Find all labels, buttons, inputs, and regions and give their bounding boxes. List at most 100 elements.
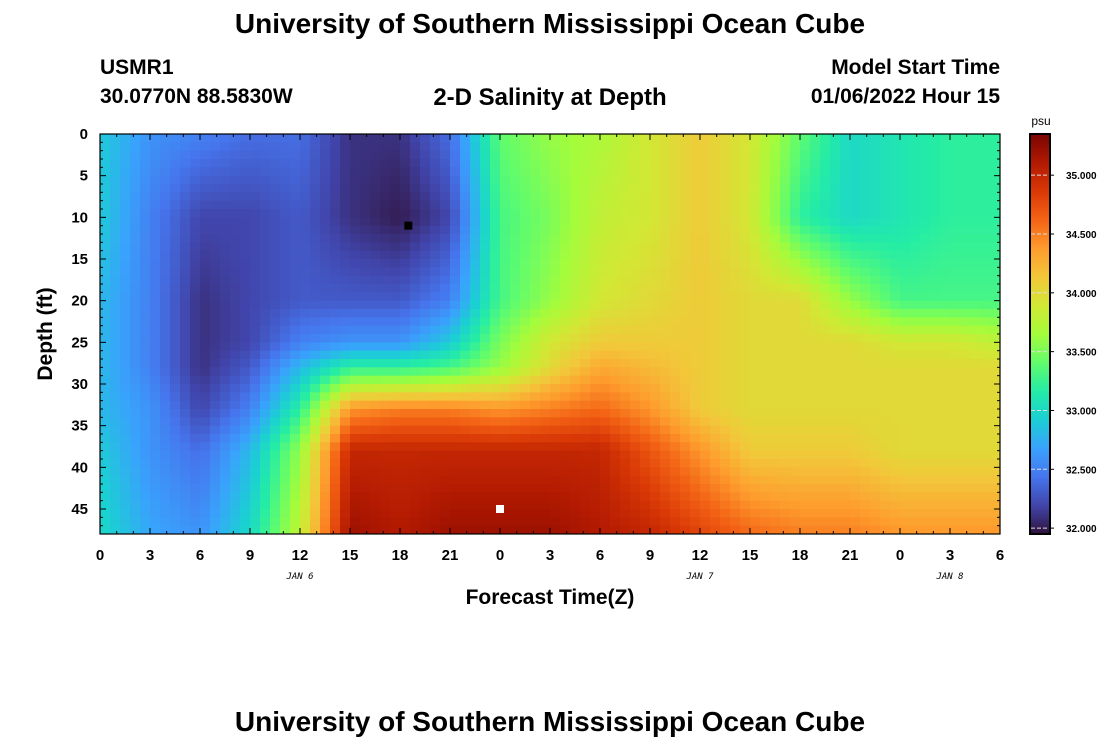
heatmap-cell xyxy=(410,484,421,493)
heatmap-cell xyxy=(680,184,691,193)
heatmap-cell xyxy=(550,450,561,460)
heatmap-cell xyxy=(760,225,771,235)
heatmap-cell xyxy=(940,467,951,477)
heatmap-cell xyxy=(500,384,511,393)
heatmap-cell xyxy=(400,275,411,285)
heatmap-cell xyxy=(300,500,311,510)
heatmap-cell xyxy=(760,484,771,493)
heatmap-cell xyxy=(540,175,551,185)
heatmap-cell xyxy=(960,234,971,243)
heatmap-cell xyxy=(400,259,411,268)
heatmap-cell xyxy=(330,517,341,527)
heatmap-cell xyxy=(640,484,651,493)
heatmap-cell xyxy=(430,242,441,252)
heatmap-cell xyxy=(950,392,961,402)
heatmap-cell xyxy=(640,500,651,510)
heatmap-cell xyxy=(900,242,911,252)
heatmap-cell xyxy=(730,517,741,527)
heatmap-cell xyxy=(370,200,381,210)
heatmap-cell xyxy=(580,267,591,277)
heatmap-cell xyxy=(730,525,741,534)
heatmap-cell xyxy=(270,359,281,368)
heatmap-cell xyxy=(700,359,711,368)
heatmap-cell xyxy=(960,425,971,435)
heatmap-cell xyxy=(210,192,221,202)
heatmap-cell xyxy=(570,375,581,385)
heatmap-cell xyxy=(200,375,211,385)
heatmap-cell xyxy=(390,225,401,235)
heatmap-cell xyxy=(700,292,711,302)
heatmap-cell xyxy=(760,525,771,534)
heatmap-cell xyxy=(120,209,131,218)
heatmap-cell xyxy=(590,367,601,377)
heatmap-cell xyxy=(610,400,621,410)
heatmap-cell xyxy=(940,325,951,335)
heatmap-cell xyxy=(880,417,891,427)
heatmap-cell xyxy=(650,317,661,327)
heatmap-cell xyxy=(910,159,921,168)
heatmap-cell xyxy=(290,309,301,318)
heatmap-cell xyxy=(720,175,731,185)
heatmap-cell xyxy=(930,325,941,335)
heatmap-cell xyxy=(230,259,241,268)
heatmap-cell xyxy=(340,500,351,510)
heatmap-cell xyxy=(800,317,811,327)
heatmap-cell xyxy=(680,342,691,352)
heatmap-cell xyxy=(660,459,671,468)
heatmap-cell xyxy=(520,217,531,227)
heatmap-cell xyxy=(540,425,551,435)
heatmap-cell xyxy=(350,325,361,335)
heatmap-cell xyxy=(300,159,311,168)
heatmap-cell xyxy=(890,492,901,502)
heatmap-cell xyxy=(920,417,931,427)
heatmap-cell xyxy=(750,392,761,402)
heatmap-cell xyxy=(500,225,511,235)
heatmap-cell xyxy=(750,467,761,477)
heatmap-cell xyxy=(980,192,991,202)
heatmap-cell xyxy=(840,242,851,252)
heatmap-cell xyxy=(390,259,401,268)
heatmap-cell xyxy=(600,175,611,185)
heatmap-cell xyxy=(470,159,481,168)
heatmap-cell xyxy=(390,492,401,502)
heatmap-cell xyxy=(930,375,941,385)
heatmap-cell xyxy=(710,467,721,477)
heatmap-cell xyxy=(140,509,151,518)
heatmap-cell xyxy=(760,425,771,435)
heatmap-cell xyxy=(330,492,341,502)
heatmap-cell xyxy=(220,425,231,435)
heatmap-cell xyxy=(850,392,861,402)
heatmap-cell xyxy=(210,425,221,435)
heatmap-cell xyxy=(320,525,331,534)
heatmap-cell xyxy=(460,275,471,285)
heatmap-cell xyxy=(870,500,881,510)
heatmap-cell xyxy=(870,309,881,318)
heatmap-cell xyxy=(670,134,681,143)
heatmap-cell xyxy=(200,334,211,343)
heatmap-cell xyxy=(190,250,201,260)
heatmap-cell xyxy=(880,350,891,360)
heatmap-cell xyxy=(820,400,831,410)
heatmap-cell xyxy=(690,325,701,335)
heatmap-cell xyxy=(860,367,871,377)
heatmap-cell xyxy=(910,434,921,443)
heatmap-cell xyxy=(540,375,551,385)
heatmap-cell xyxy=(420,425,431,435)
heatmap-cell xyxy=(390,375,401,385)
heatmap-cell xyxy=(310,242,321,252)
heatmap-cell xyxy=(870,350,881,360)
heatmap-cell xyxy=(430,209,441,218)
heatmap-cell xyxy=(170,434,181,443)
heatmap-cell xyxy=(970,167,981,177)
heatmap-cell xyxy=(580,275,591,285)
heatmap-cell xyxy=(660,525,671,534)
heatmap-cell xyxy=(290,525,301,534)
heatmap-cell xyxy=(360,250,371,260)
heatmap-cell xyxy=(120,159,131,168)
heatmap-cell xyxy=(700,200,711,210)
heatmap-cell xyxy=(100,292,111,302)
heatmap-cell xyxy=(290,184,301,193)
heatmap-cell xyxy=(500,159,511,168)
heatmap-cell xyxy=(740,275,751,285)
heatmap-cell xyxy=(380,434,391,443)
